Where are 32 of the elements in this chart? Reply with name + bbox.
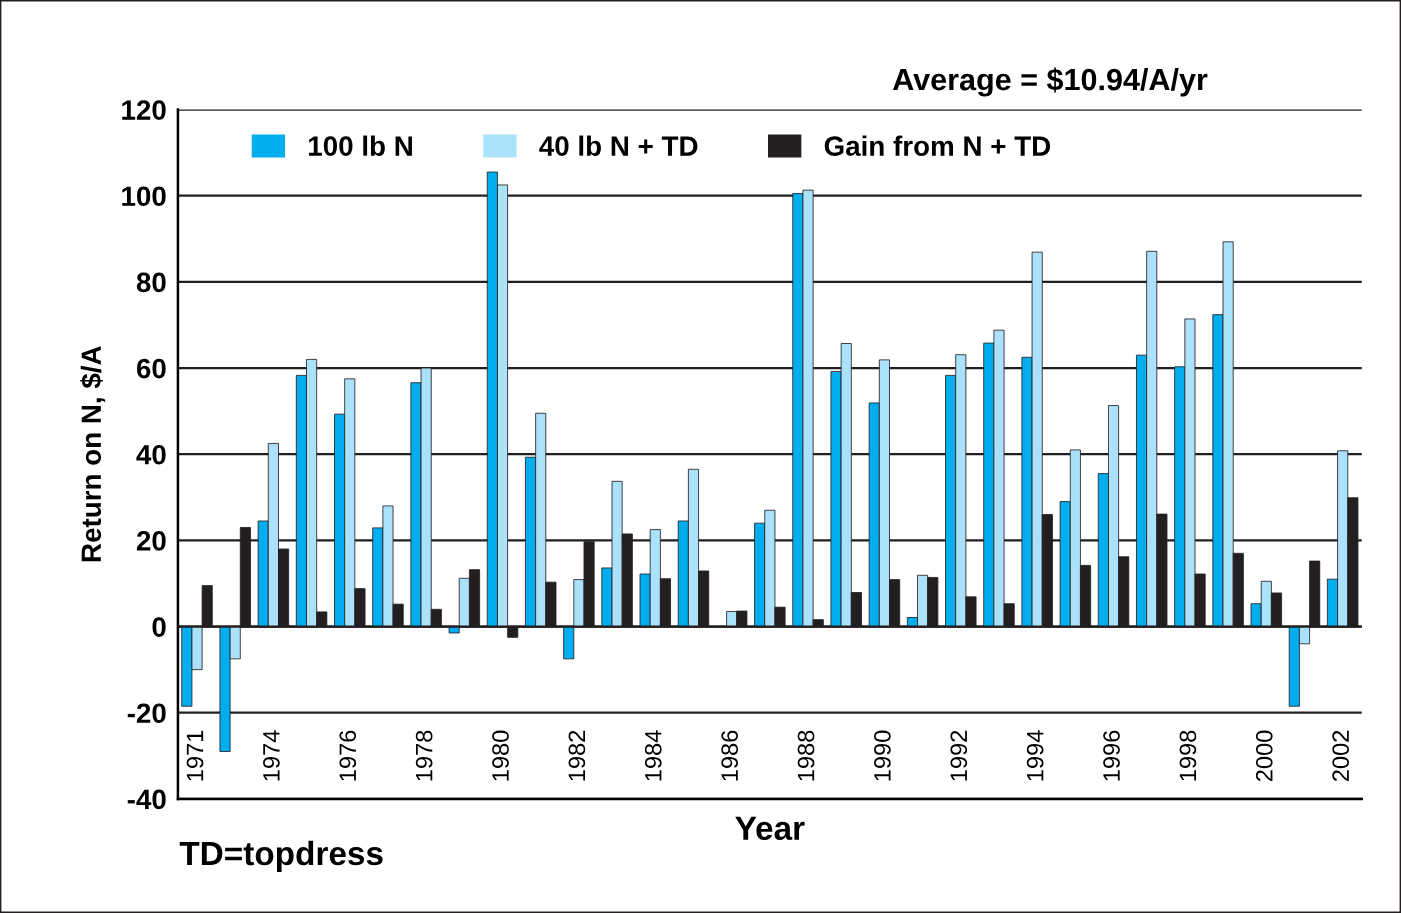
legend-label: Gain from N + TD	[824, 135, 1051, 156]
x-tick-label: 1994	[1026, 730, 1044, 781]
y-tick-label: 80	[136, 272, 166, 293]
chart-title: Average = $10.94/A/yr	[892, 67, 1208, 97]
y-tick-label: -40	[127, 789, 166, 810]
legend-label: 40 lb N + TD	[539, 135, 698, 156]
x-tick-label: 1980	[492, 730, 509, 781]
y-tick-label: -20	[127, 703, 166, 724]
x-tick-label: 2000	[1255, 730, 1273, 782]
y-tick-label: 100	[122, 186, 166, 207]
x-tick-label: 1996	[1103, 730, 1120, 781]
x-tick-label: 1998	[1179, 730, 1197, 781]
x-tick-label: 1974	[263, 730, 280, 781]
x-tick-label: 1976	[339, 730, 357, 781]
y-tick-label: 40	[136, 444, 166, 465]
y-axis-title: Return on N, $/A	[80, 346, 106, 562]
x-tick-label: 1986	[721, 730, 738, 781]
x-tick-label: 1978	[415, 730, 433, 781]
y-tick-label: 60	[136, 358, 166, 379]
y-tick-label: 20	[136, 531, 166, 551]
x-tick-label: 1982	[568, 730, 586, 781]
x-tick-label: 1990	[874, 730, 891, 781]
x-tick-label: 2002	[1332, 730, 1350, 782]
y-tick-label: 120	[122, 100, 166, 120]
x-tick-label: 1971	[186, 730, 204, 781]
x-axis-title: Year	[735, 816, 805, 841]
x-tick-label: 1988	[797, 730, 815, 781]
text: TD=topdress	[179, 840, 383, 872]
y-tick-label: 0	[152, 617, 166, 637]
x-tick-label: 1984	[644, 730, 662, 781]
x-tick-label: 1992	[950, 730, 968, 781]
legend-label: 100 lb N	[309, 135, 412, 156]
